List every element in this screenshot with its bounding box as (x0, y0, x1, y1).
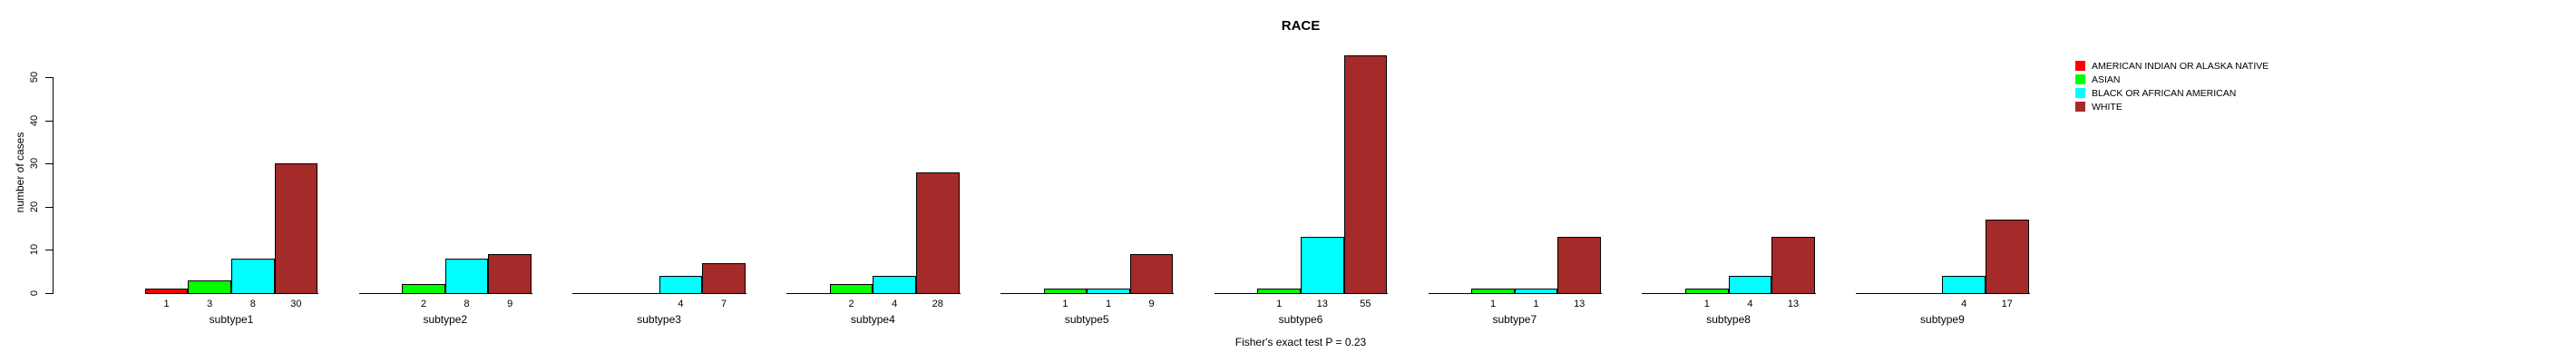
bar-value-label: 13 (1316, 299, 1328, 309)
bar-value-label: 2 (848, 299, 854, 309)
bar (444, 259, 489, 294)
bar-value-label: 1 (163, 299, 170, 309)
legend-swatch (2075, 102, 2085, 112)
y-tick-mark (45, 163, 53, 165)
y-tick-label: 40 (29, 114, 40, 126)
legend-item: AMERICAN INDIAN OR ALASKA NATIVE (2075, 59, 2269, 73)
legend-label: BLACK OR AFRICAN AMERICAN (2092, 87, 2237, 99)
bar (873, 276, 916, 294)
bar (1301, 237, 1344, 294)
y-axis-line (53, 77, 54, 294)
bar (1087, 289, 1130, 294)
legend-item: WHITE (2075, 100, 2269, 113)
bar (1471, 289, 1515, 294)
bar-value-label: 1 (1276, 299, 1283, 309)
category-label: subtype3 (637, 313, 681, 326)
bar (1685, 289, 1729, 294)
category-label: subtype2 (423, 313, 468, 326)
bar (702, 263, 746, 294)
bar (659, 276, 703, 294)
bar (144, 289, 189, 294)
y-tick-label: 20 (29, 201, 40, 212)
category-label: subtype6 (1278, 313, 1323, 326)
bar (1043, 289, 1088, 294)
bar-value-label: 9 (507, 299, 513, 309)
y-tick-label: 0 (29, 289, 40, 297)
y-tick-mark (45, 206, 53, 208)
bar (1942, 276, 1986, 294)
category-label: subtype4 (851, 313, 895, 326)
category-label: subtype9 (1920, 313, 1965, 326)
legend-label: AMERICAN INDIAN OR ALASKA NATIVE (2092, 60, 2269, 72)
bar (1257, 289, 1301, 294)
y-tick-label: 50 (29, 71, 40, 83)
y-tick-mark (45, 77, 53, 78)
legend-swatch (2075, 88, 2085, 98)
y-axis-label: number of cases (14, 132, 26, 213)
legend: AMERICAN INDIAN OR ALASKA NATIVE ASIAN BLA… (2075, 59, 2269, 113)
bar-value-label: 4 (1747, 299, 1753, 309)
legend-item: ASIAN (2075, 73, 2269, 86)
bar (231, 259, 275, 294)
legend-swatch (2075, 74, 2085, 84)
bar (916, 172, 960, 294)
bar-value-label: 1 (1703, 299, 1710, 309)
bar-value-label: 1 (1105, 299, 1112, 309)
bar-value-label: 7 (720, 299, 727, 309)
bar-value-label: 4 (1961, 299, 1967, 309)
category-label: subtype5 (1064, 313, 1109, 326)
bar (402, 284, 445, 294)
chart-caption: Fisher's exact test P = 0.23 (1234, 336, 1367, 348)
y-tick-label: 30 (29, 158, 40, 170)
bar-value-label: 13 (1574, 299, 1586, 309)
bar-value-label: 3 (207, 299, 213, 309)
chart-title: RACE (1281, 18, 1321, 34)
legend-swatch (2075, 61, 2085, 71)
y-tick-label: 10 (29, 244, 40, 256)
bar-value-label: 1 (1062, 299, 1068, 309)
bar-value-label: 17 (2001, 299, 2013, 309)
bar (1343, 55, 1388, 294)
bar-value-label: 55 (1360, 299, 1371, 309)
bar (1728, 276, 1772, 294)
bar-value-label: 1 (1489, 299, 1497, 309)
bar (1514, 289, 1558, 294)
bar (274, 163, 318, 294)
bar (188, 280, 231, 294)
legend-label: WHITE (2092, 101, 2122, 113)
bar (829, 284, 873, 294)
bar-value-label: 8 (463, 299, 470, 309)
bar-value-label: 1 (1533, 299, 1539, 309)
bar-value-label: 9 (1148, 299, 1155, 309)
bar-value-label: 28 (932, 299, 943, 309)
legend-item: BLACK OR AFRICAN AMERICAN (2075, 86, 2269, 100)
bar-value-label: 30 (290, 299, 302, 309)
category-label: subtype1 (209, 313, 254, 326)
bar-value-label: 8 (249, 299, 256, 309)
bar-value-label: 4 (678, 299, 684, 309)
category-label: subtype8 (1706, 313, 1751, 326)
y-tick-mark (45, 293, 53, 294)
bar-value-label: 2 (420, 299, 427, 309)
bar (488, 254, 532, 294)
bar (1129, 254, 1174, 294)
bar-value-label: 13 (1787, 299, 1800, 309)
y-tick-mark (45, 120, 53, 122)
legend-label: ASIAN (2092, 74, 2121, 85)
bar (1771, 237, 1815, 294)
bar-value-label: 4 (892, 299, 898, 309)
bar (1557, 237, 1601, 294)
category-label: subtype7 (1492, 313, 1537, 326)
bar (1986, 220, 2029, 294)
